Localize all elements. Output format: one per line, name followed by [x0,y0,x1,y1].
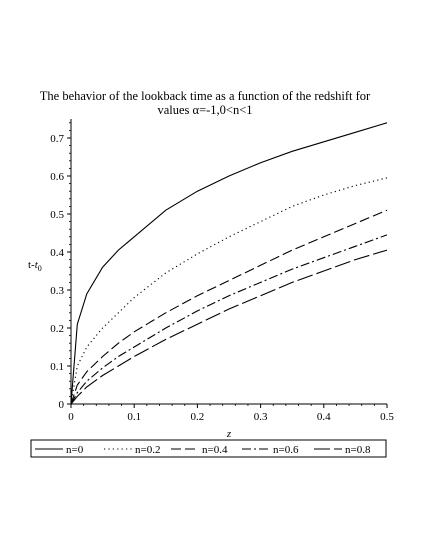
chart-title-line-1: The behavior of the lookback time as a f… [40,89,371,103]
x-tick-label: 0.4 [317,411,331,423]
series-line-n-0-2 [70,177,388,405]
axes: 0 0.1 0.2 0.3 0.4 0.5 0 0.1 0.2 0.3 0.4 0.5 0.6 0.7 [50,119,394,423]
y-tick-label: 0.2 [50,323,64,335]
y-tick-label: 0.7 [50,133,64,145]
y-tick-label: 0.4 [50,247,64,259]
y-tick-label: 0.5 [50,209,64,221]
legend-box [30,439,387,458]
legend-label: n=0.8 [345,444,371,456]
series-line-n-0-4 [70,209,388,405]
x-tick-label: 0.5 [380,411,394,423]
x-tick-label: 0.2 [191,411,205,423]
y-tick-label: 0 [59,399,65,411]
y-tick-label: 0.3 [50,285,64,297]
x-tick-label: 0.3 [254,411,268,423]
legend-label: n=0.6 [273,444,299,456]
legend-label: n=0.4 [202,444,228,456]
series-line-n-0-6 [70,234,388,405]
y-tick-label: 0.1 [50,361,64,373]
series-group [70,122,388,405]
x-tick-label: 0.1 [127,411,141,423]
legend-label: n=0.2 [135,444,160,456]
legend-label: n=0 [66,444,84,456]
chart-title-line-2: values α=-1,0<n<1 [157,103,252,117]
x-axis-label: z [226,428,232,440]
y-tick-label: 0.6 [50,171,64,183]
x-tick-label: 0 [68,411,74,423]
series-line-n-0-8 [70,249,388,405]
legend: n=0 n=0.2 n=0.4 n=0.6 n=0.8 [30,439,387,458]
series-line-n-0 [70,122,388,405]
y-axis-label: t-t0 [28,259,42,273]
chart-title: The behavior of the lookback time as a f… [40,89,371,117]
